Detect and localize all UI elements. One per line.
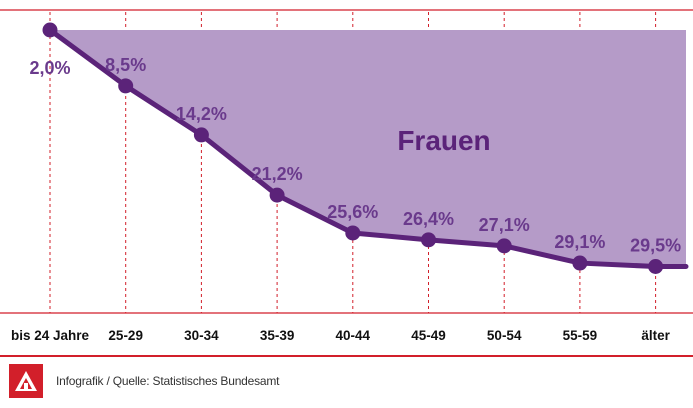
x-tick-label: 40-44 bbox=[336, 328, 371, 343]
value-label: 2,0% bbox=[29, 58, 70, 78]
data-point bbox=[572, 255, 588, 271]
value-label: 21,2% bbox=[252, 164, 303, 184]
value-label: 29,1% bbox=[554, 232, 605, 252]
value-label: 14,2% bbox=[176, 104, 227, 124]
area-fill bbox=[50, 30, 686, 267]
area bbox=[50, 30, 686, 267]
footer-rule bbox=[0, 355, 693, 357]
line-layer bbox=[47, 27, 689, 269]
series-line bbox=[47, 27, 689, 269]
x-tick-label: 35-39 bbox=[260, 328, 295, 343]
x-tick-label: älter bbox=[641, 328, 670, 343]
x-tick-label: 55-59 bbox=[563, 328, 598, 343]
points bbox=[42, 22, 664, 274]
data-point bbox=[42, 22, 58, 38]
data-point bbox=[269, 187, 285, 203]
data-point bbox=[648, 259, 664, 274]
value-labels: 2,0% 8,5% 14,2% 21,2% 25,6% 26,4% 27,1% 29,1% 29… bbox=[29, 55, 681, 256]
x-tick-label: 50-54 bbox=[487, 328, 522, 343]
data-point bbox=[496, 238, 512, 254]
x-tick-label: 25-29 bbox=[108, 328, 143, 343]
x-tick-label: 30-34 bbox=[184, 328, 219, 343]
x-tick-label: bis 24 Jahre bbox=[11, 328, 90, 343]
value-label: 25,6% bbox=[327, 202, 378, 222]
value-label: 26,4% bbox=[403, 209, 454, 229]
series-label: Frauen bbox=[397, 125, 490, 156]
data-point bbox=[421, 232, 436, 248]
value-label: 8,5% bbox=[105, 55, 146, 75]
source-note: Infografik / Quelle: Statistisches Bunde… bbox=[56, 374, 280, 388]
value-label: 27,1% bbox=[479, 215, 530, 235]
ig-metall-logo bbox=[9, 364, 43, 398]
data-point bbox=[193, 127, 209, 143]
data-point bbox=[345, 225, 361, 241]
data-point bbox=[118, 78, 134, 94]
value-label: 29,5% bbox=[630, 236, 681, 256]
x-labels: bis 24 Jahre 25-29 30-34 35-39 40-44 45-49 50-… bbox=[11, 328, 671, 343]
x-tick-label: 45-49 bbox=[411, 328, 446, 343]
